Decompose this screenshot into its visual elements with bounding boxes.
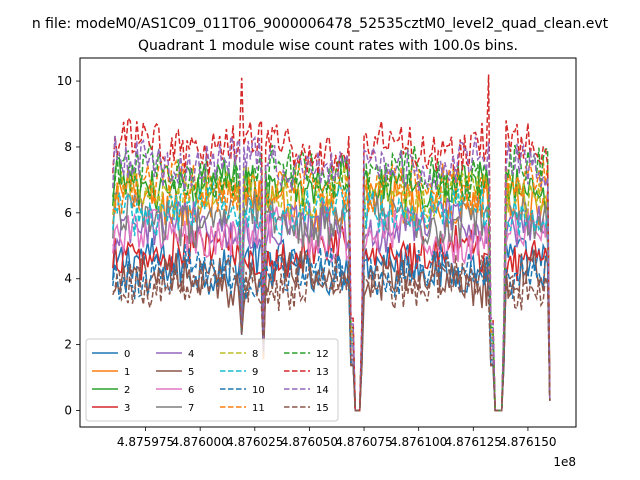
x-axis-offset-label: 1e8 (553, 455, 576, 469)
plot-frame (79, 57, 577, 428)
x-tick-label: 4.876150 (499, 435, 556, 449)
y-tick-label: 0 (64, 404, 72, 418)
x-tick-label: 4.876075 (335, 435, 392, 449)
legend-label-12: 12 (316, 349, 329, 360)
legend-label-13: 13 (316, 367, 329, 378)
x-tick-label: 4.875975 (117, 435, 174, 449)
series-line-11 (112, 158, 551, 412)
legend-label-14: 14 (316, 385, 329, 396)
series-line-7 (112, 190, 551, 412)
y-axis: 0 2 4 6 8 10 (57, 74, 80, 418)
y-tick-label: 6 (64, 206, 72, 220)
series-line-14 (112, 135, 551, 412)
series-line-10 (112, 243, 551, 412)
legend-label-15: 15 (316, 403, 329, 414)
legend-box (85, 338, 339, 422)
series-line-15 (112, 253, 551, 412)
legend-label-4: 4 (188, 349, 194, 360)
series-line-12 (112, 142, 551, 412)
legend-label-3: 3 (124, 403, 130, 414)
y-tick-label: 8 (64, 140, 72, 154)
series-line-13 (112, 74, 551, 412)
x-axis: 4.8759754.8760004.8760254.8760504.876075… (117, 427, 557, 449)
x-tick-label: 4.876000 (172, 435, 229, 449)
y-tick-label: 4 (64, 272, 72, 286)
plot-lines (112, 74, 551, 412)
legend-label-5: 5 (188, 367, 194, 378)
y-tick-label: 2 (64, 338, 72, 352)
x-tick-label: 4.876100 (390, 435, 447, 449)
legend-label-0: 0 (124, 349, 130, 360)
figure-suptitle: n file: modeM0/AS1C09_011T06_9000006478_… (32, 16, 609, 32)
x-tick-label: 4.876125 (445, 435, 502, 449)
y-tick-label: 10 (57, 74, 72, 88)
legend-label-6: 6 (188, 385, 194, 396)
legend-label-2: 2 (124, 385, 130, 396)
legend-label-11: 11 (252, 403, 265, 414)
legend-label-8: 8 (252, 349, 258, 360)
legend-label-7: 7 (188, 403, 194, 414)
series-line-5 (112, 249, 551, 412)
series-line-4 (112, 197, 551, 412)
legend-label-9: 9 (252, 367, 258, 378)
series-line-6 (112, 206, 551, 412)
x-tick-label: 4.876025 (226, 435, 283, 449)
x-tick-label: 4.876050 (281, 435, 338, 449)
chart-title: Quadrant 1 module wise count rates with … (138, 38, 518, 54)
legend-label-10: 10 (252, 385, 265, 396)
legend-label-1: 1 (124, 367, 130, 378)
